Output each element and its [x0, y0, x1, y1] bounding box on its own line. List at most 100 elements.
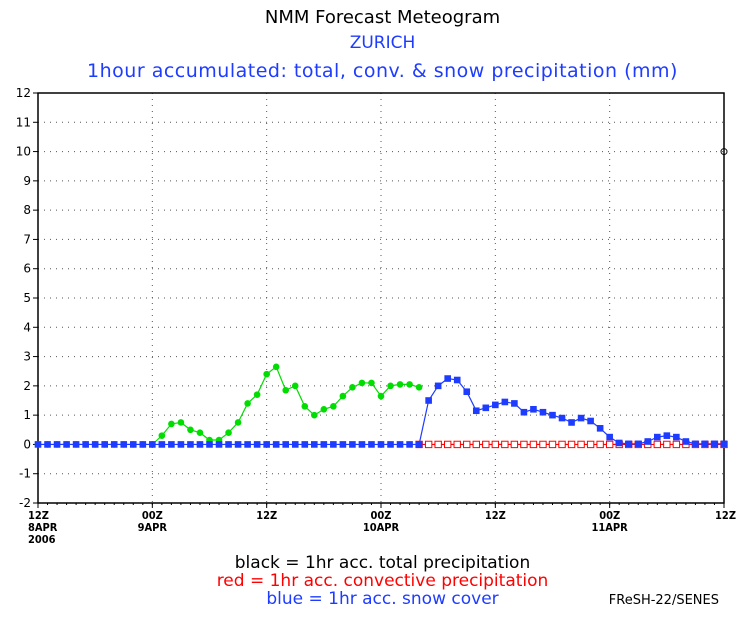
- data-point: [444, 375, 451, 382]
- data-point: [387, 441, 394, 448]
- x-tick-time: 12Z: [256, 509, 277, 522]
- y-tick-label: 6: [23, 262, 31, 276]
- data-point: [625, 440, 633, 448]
- data-point: [406, 381, 413, 388]
- grid-lines: [38, 93, 724, 503]
- legend-total: black = 1hr acc. total precipitation: [234, 553, 531, 573]
- data-point: [339, 441, 347, 448]
- legend-snow: blue = 1hr acc. snow cover: [266, 589, 499, 609]
- x-tick-date: 8APR: [28, 521, 58, 534]
- chart-subtitle: 1hour accumulated: total, conv. & snow p…: [87, 60, 678, 82]
- data-point: [529, 440, 538, 449]
- data-point: [301, 441, 309, 448]
- x-tick-date: 11APR: [592, 521, 629, 534]
- data-point: [158, 441, 166, 448]
- data-point: [491, 440, 500, 449]
- data-point: [682, 438, 690, 445]
- y-tick-label: 1: [23, 408, 31, 422]
- x-tick-time: 12Z: [715, 509, 736, 522]
- x-tick-time: 00Z: [599, 509, 620, 522]
- data-point: [577, 414, 585, 422]
- data-point: [701, 440, 709, 448]
- data-point: [177, 419, 185, 426]
- data-point: [472, 407, 480, 415]
- data-point: [663, 440, 671, 449]
- data-point: [558, 414, 566, 422]
- series-total: [34, 363, 423, 448]
- data-series: [34, 363, 728, 449]
- data-point: [110, 441, 118, 448]
- data-point: [434, 440, 442, 449]
- data-point: [129, 441, 137, 448]
- data-point: [587, 417, 594, 425]
- data-point: [663, 432, 671, 439]
- data-point: [720, 440, 728, 448]
- data-point: [149, 441, 156, 448]
- y-tick-label: 2: [23, 379, 31, 393]
- data-point: [187, 426, 194, 434]
- data-point: [72, 441, 80, 448]
- data-point: [415, 441, 423, 448]
- data-point: [596, 425, 604, 432]
- data-point: [263, 370, 270, 378]
- data-point: [177, 441, 185, 448]
- data-point: [282, 386, 290, 394]
- y-tick-label: 3: [23, 350, 31, 364]
- data-point: [225, 429, 232, 437]
- y-tick-label: 0: [23, 437, 31, 451]
- y-tick-label: 8: [23, 203, 31, 217]
- data-point: [320, 405, 328, 413]
- location-title: ZURICH: [349, 33, 416, 53]
- data-point: [272, 441, 280, 448]
- data-point: [358, 379, 366, 387]
- legend-convective: red = 1hr acc. convective precipitation: [216, 571, 549, 591]
- data-point: [263, 441, 270, 448]
- data-point: [272, 363, 280, 371]
- data-point: [463, 440, 471, 449]
- series-snow: [34, 375, 728, 448]
- data-point: [567, 440, 576, 449]
- data-point: [396, 441, 404, 448]
- data-point: [415, 384, 423, 391]
- data-point: [120, 441, 128, 448]
- y-tick-label: -1: [19, 467, 31, 481]
- data-point: [482, 404, 490, 412]
- data-point: [244, 400, 251, 407]
- data-point: [291, 382, 299, 390]
- data-point: [330, 403, 337, 410]
- data-point: [63, 441, 70, 448]
- data-point: [368, 379, 375, 387]
- x-tick-year: 2006: [28, 533, 56, 546]
- chart-title: NMM Forecast Meteogram: [264, 7, 501, 28]
- data-point: [44, 441, 51, 448]
- data-point: [282, 441, 290, 448]
- data-point: [339, 392, 347, 400]
- data-point: [501, 440, 509, 449]
- x-tick-time: 12Z: [28, 509, 49, 522]
- edge-marker: [720, 148, 728, 156]
- data-point: [215, 441, 223, 448]
- data-point: [482, 440, 490, 449]
- data-point: [396, 381, 404, 388]
- data-point: [596, 440, 604, 449]
- x-tick-date: 10APR: [363, 521, 400, 534]
- y-tick-label: 9: [23, 174, 31, 188]
- data-point: [605, 440, 614, 449]
- data-point: [539, 408, 547, 416]
- data-point: [196, 429, 204, 437]
- data-point: [234, 441, 242, 448]
- data-point: [196, 441, 204, 448]
- data-point: [558, 440, 566, 449]
- data-point: [320, 441, 328, 448]
- x-tick-time: 00Z: [371, 509, 392, 522]
- data-point: [463, 388, 471, 396]
- data-point: [291, 441, 299, 448]
- data-point: [443, 440, 452, 449]
- data-point: [311, 411, 318, 419]
- data-point: [387, 382, 394, 390]
- data-point: [349, 384, 356, 391]
- data-point: [606, 433, 613, 441]
- data-point: [644, 438, 652, 445]
- data-point: [673, 433, 680, 441]
